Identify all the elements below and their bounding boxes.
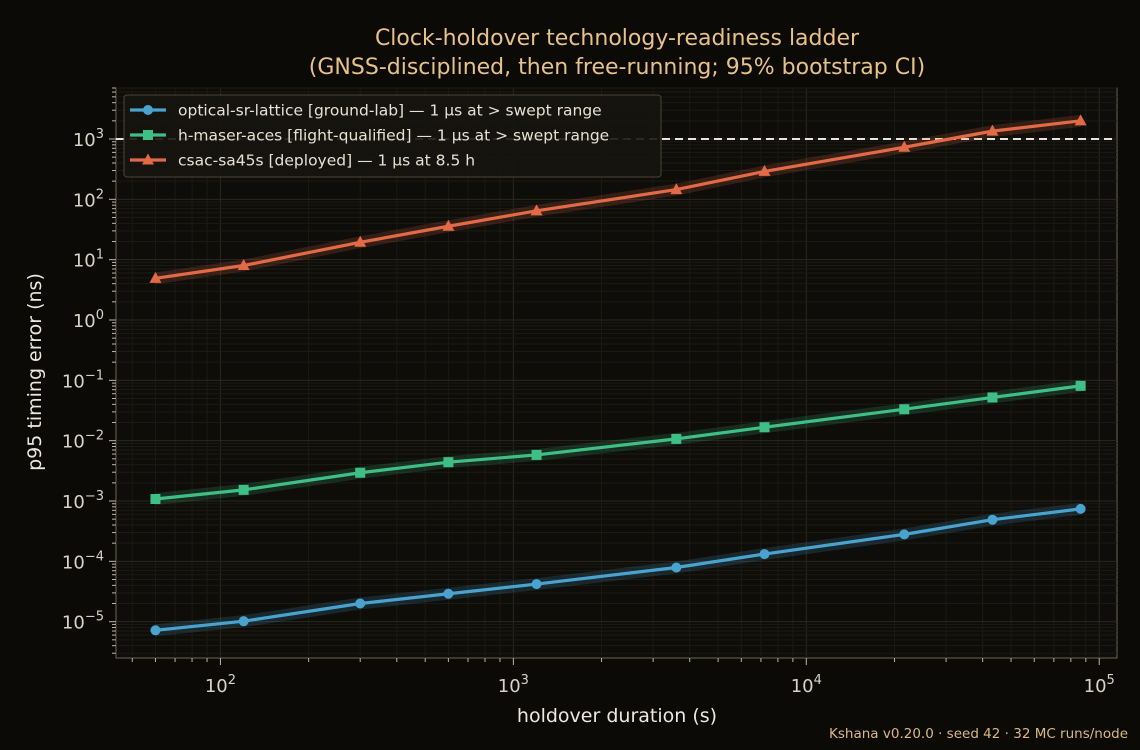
legend-label: optical-sr-lattice [ground-lab] — 1 µs a…	[178, 102, 602, 120]
data-point	[150, 625, 161, 636]
ci-band	[155, 379, 1081, 505]
data-point	[899, 529, 910, 540]
data-point	[354, 235, 367, 247]
data-point	[987, 392, 998, 403]
y-tick-label: 103	[73, 127, 104, 151]
data-point	[355, 467, 366, 478]
y-tick-label: 101	[73, 248, 104, 272]
series-line	[155, 507, 1081, 632]
data-point	[443, 588, 454, 599]
legend-item-1: h-maser-aces [flight-qualified] — 1 µs a…	[130, 127, 609, 145]
y-tick-label: 10−4	[62, 549, 104, 573]
legend-marker	[142, 153, 154, 165]
y-axis-label: p95 timing error (ns)	[24, 273, 46, 471]
data-point	[1075, 380, 1086, 391]
data-point	[355, 598, 366, 609]
x-tick-label: 103	[498, 673, 529, 697]
y-tick-label: 10−1	[62, 368, 104, 392]
x-axis-label: holdover duration (s)	[517, 705, 717, 727]
footer-text: Kshana v0.20.0 · seed 42 · 32 MC runs/no…	[829, 726, 1128, 742]
x-tick-label: 105	[1084, 673, 1115, 697]
series-group	[149, 114, 1087, 637]
y-tick-label: 10−5	[62, 610, 104, 634]
series-1	[150, 379, 1086, 505]
data-point	[150, 493, 161, 504]
data-point	[670, 183, 683, 195]
data-point	[531, 579, 542, 590]
ci-band	[155, 502, 1081, 637]
legend-box	[123, 94, 662, 178]
y-tick-label: 100	[73, 308, 104, 332]
data-point	[531, 449, 542, 460]
series-line	[155, 384, 1081, 501]
data-point	[671, 562, 682, 573]
legend: optical-sr-lattice [ground-lab] — 1 µs a…	[123, 94, 662, 178]
data-point	[898, 140, 911, 152]
chart-subtitle: (GNSS-disciplined, then free-running; 95…	[309, 55, 925, 80]
legend-marker	[143, 130, 153, 140]
series-line	[155, 119, 1081, 280]
series-2	[149, 114, 1087, 285]
data-point	[759, 549, 770, 560]
legend-label: csac-sa45s [deployed] — 1 µs at 8.5 h	[178, 152, 475, 170]
data-point	[530, 204, 543, 216]
x-tick-label: 104	[791, 673, 822, 697]
data-point	[1074, 114, 1087, 126]
data-point	[149, 271, 162, 283]
chart-title: Clock-holdover technology-readiness ladd…	[375, 26, 860, 51]
legend-item-2: csac-sa45s [deployed] — 1 µs at 8.5 h	[130, 152, 475, 170]
y-tick-label: 10−2	[62, 429, 104, 453]
data-point	[759, 422, 770, 433]
y-tick-label: 10−3	[62, 489, 104, 513]
legend-label: h-maser-aces [flight-qualified] — 1 µs a…	[178, 127, 609, 145]
data-point	[899, 404, 910, 415]
data-point	[238, 484, 249, 495]
data-point	[1075, 503, 1086, 514]
data-point	[758, 164, 771, 176]
x-tick-label: 102	[205, 673, 236, 697]
series-0	[150, 502, 1086, 637]
data-point	[237, 259, 250, 271]
axes: 102 103 104 105 10−5 10−4 10−3 10−2 10−1 100 101 10…	[62, 87, 1115, 697]
data-point	[443, 457, 454, 468]
data-point	[671, 433, 682, 444]
data-point	[986, 124, 999, 136]
y-tick-label: 102	[73, 187, 104, 211]
data-point	[987, 514, 998, 525]
legend-item-0: optical-sr-lattice [ground-lab] — 1 µs a…	[130, 102, 602, 120]
data-point	[442, 219, 455, 231]
data-point	[238, 616, 249, 627]
plot-area	[115, 87, 1118, 659]
legend-marker	[143, 105, 153, 115]
